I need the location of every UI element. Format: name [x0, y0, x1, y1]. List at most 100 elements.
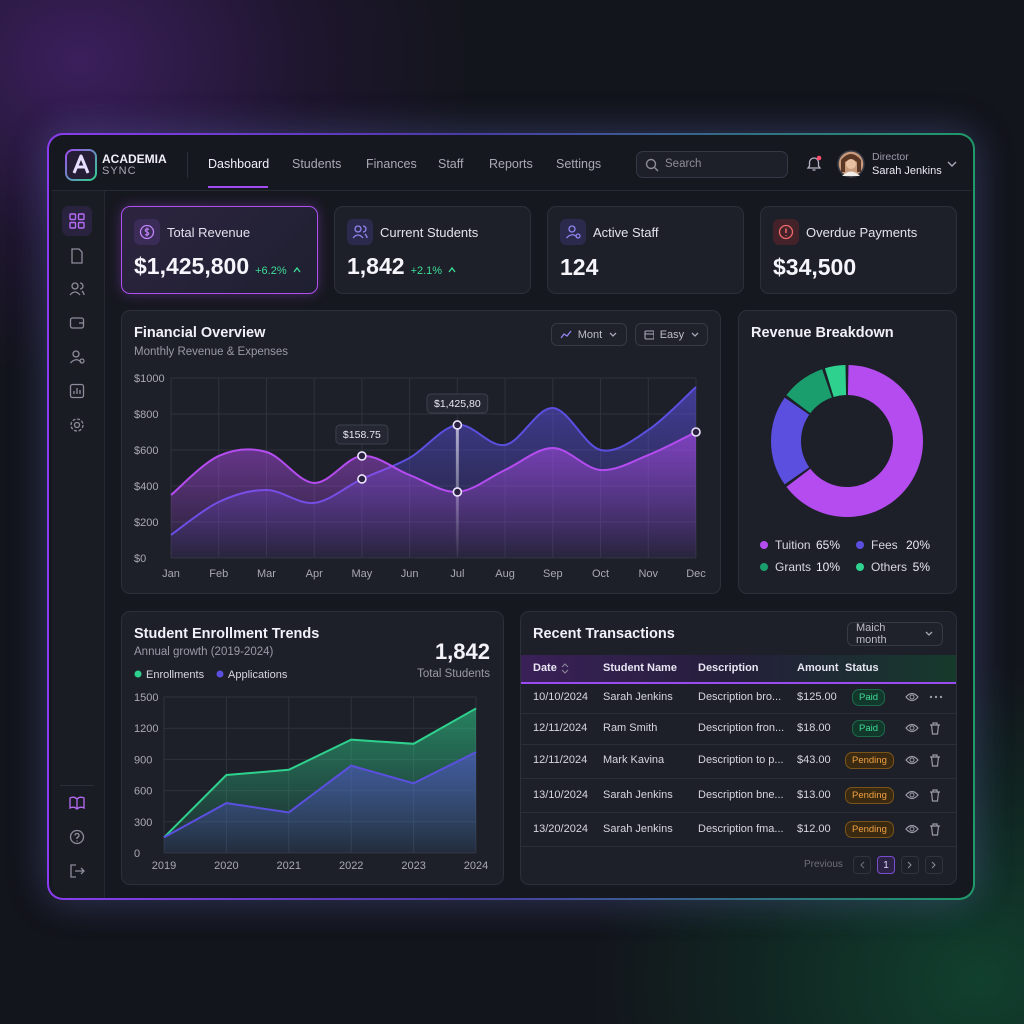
kpi-change: +6.2%: [255, 265, 287, 277]
table-cell: Sarah Jenkins: [603, 789, 673, 801]
view-action[interactable]: [905, 823, 919, 835]
delete-action[interactable]: [929, 754, 941, 767]
kpi-value: 124: [560, 254, 599, 280]
nav-item[interactable]: Finances: [366, 157, 417, 171]
pagination-prev-btn[interactable]: [853, 856, 871, 874]
stat-value: 1,842: [434, 639, 490, 664]
delete-action[interactable]: [929, 789, 941, 802]
nav-item[interactable]: Students: [292, 157, 342, 171]
kpi-value: 1,842: [347, 253, 405, 279]
nav-item[interactable]: Staff: [438, 157, 464, 171]
table-cell: Sarah Jenkins: [603, 823, 673, 835]
more-action[interactable]: [929, 691, 943, 703]
status-badge: Paid: [852, 689, 886, 706]
column-header[interactable]: Date: [533, 662, 557, 674]
header: [52, 140, 972, 191]
row-divider: [520, 712, 956, 714]
transactions-card: [520, 611, 957, 885]
column-header[interactable]: Amount: [797, 662, 839, 674]
kpi-card[interactable]: Overdue Payments $34,500: [760, 206, 957, 294]
delete-action[interactable]: [929, 722, 941, 735]
view-action[interactable]: [905, 722, 919, 734]
trend-arrow: [448, 266, 456, 273]
kpi-icon: [134, 219, 160, 245]
table-cell: Description to p...: [698, 754, 784, 766]
view-action[interactable]: [905, 691, 919, 703]
sidebar-divider: [60, 785, 94, 786]
delete-action[interactable]: [929, 823, 941, 836]
card-subtitle: Annual growth (2019-2024): [134, 646, 274, 658]
sidebar-staff[interactable]: [62, 342, 92, 372]
table-cell: Description bne...: [698, 789, 784, 801]
sidebar-logout[interactable]: [62, 856, 92, 886]
view-action[interactable]: [905, 754, 919, 766]
sort-icon[interactable]: [561, 663, 569, 674]
pagination-previous[interactable]: Previous: [804, 859, 843, 870]
nav-item[interactable]: Dashboard: [208, 157, 270, 171]
sidebar-dashboard[interactable]: [62, 206, 92, 236]
kpi-icon: [347, 219, 373, 245]
row-divider: [520, 744, 956, 745]
status-badge: Paid: [852, 720, 886, 737]
table-cell: $13.00: [797, 789, 831, 801]
user-menu-chevron[interactable]: [946, 158, 958, 170]
table-cell: $125.00: [797, 691, 837, 703]
table-cell: Ram Smith: [603, 722, 658, 734]
table-cell: 12/11/2024: [533, 754, 588, 766]
kpi-icon: [560, 219, 586, 245]
nav-item[interactable]: Settings: [556, 157, 602, 171]
table-cell: Sarah Jenkins: [603, 691, 673, 703]
table-cell: Description fron...: [698, 722, 785, 734]
kpi-card[interactable]: Active Staff 124: [547, 206, 744, 294]
logo[interactable]: [65, 149, 97, 181]
card-title: Recent Transactions: [533, 626, 675, 642]
table-cell: Mark Kavina: [603, 754, 665, 766]
filter-dropdown[interactable]: Easy: [635, 323, 708, 346]
kpi-card[interactable]: Total Revenue $1,425,800 +6.2%: [121, 206, 318, 294]
sidebar-documents[interactable]: [62, 241, 92, 271]
status-badge: Pending: [845, 752, 894, 769]
nav-item[interactable]: Reports: [489, 157, 533, 171]
search-icon: [645, 158, 659, 172]
user-name: Sarah Jenkins: [872, 165, 942, 177]
kpi-icon: [773, 219, 799, 245]
month-dropdown[interactable]: Maich month: [847, 622, 943, 646]
dropdown-label: Easy: [659, 328, 685, 341]
card-title: Financial Overview: [134, 325, 266, 341]
period-dropdown[interactable]: Mont: [551, 323, 627, 346]
table-cell: 13/20/2024: [533, 823, 589, 835]
sidebar-help[interactable]: [62, 822, 92, 852]
table-cell: $43.00: [797, 754, 831, 766]
notification-bell[interactable]: [804, 154, 824, 174]
card-subtitle: Monthly Revenue & Expenses: [134, 346, 289, 358]
column-header[interactable]: Status: [845, 662, 879, 674]
column-header[interactable]: Student Name: [603, 662, 677, 674]
table-cell: 12/11/2024: [533, 722, 588, 734]
table-cell: 10/10/2024: [533, 691, 589, 703]
stat-label: Total Students: [417, 668, 490, 680]
kpi-label: Overdue Payments: [806, 225, 918, 240]
sidebar-library[interactable]: [62, 788, 92, 818]
row-divider: [520, 777, 956, 779]
table-cell: Description bro...: [698, 691, 782, 703]
pagination-last-btn[interactable]: [925, 856, 943, 874]
pagination-next-btn[interactable]: [901, 856, 919, 874]
sidebar-reports[interactable]: [62, 376, 92, 406]
kpi-label: Active Staff: [593, 225, 659, 240]
view-action[interactable]: [905, 789, 919, 801]
pagination-page[interactable]: 1: [877, 856, 895, 874]
kpi-change: +2.1%: [410, 265, 443, 277]
sidebar-settings[interactable]: [62, 410, 92, 440]
user-role: Director: [872, 151, 909, 163]
brand-sub: SYNC: [102, 165, 137, 177]
column-header[interactable]: Description: [698, 662, 759, 674]
avatar[interactable]: [837, 150, 865, 178]
nav-underline: [208, 186, 268, 188]
kpi-card[interactable]: Current Students 1,842 +2.1%: [334, 206, 531, 294]
sidebar-students[interactable]: [62, 274, 92, 304]
sidebar-wallet[interactable]: [62, 308, 92, 338]
brand: ACADEMIA: [102, 152, 167, 166]
search-box[interactable]: Search: [636, 151, 788, 178]
kpi-label: Current Students: [380, 225, 479, 240]
